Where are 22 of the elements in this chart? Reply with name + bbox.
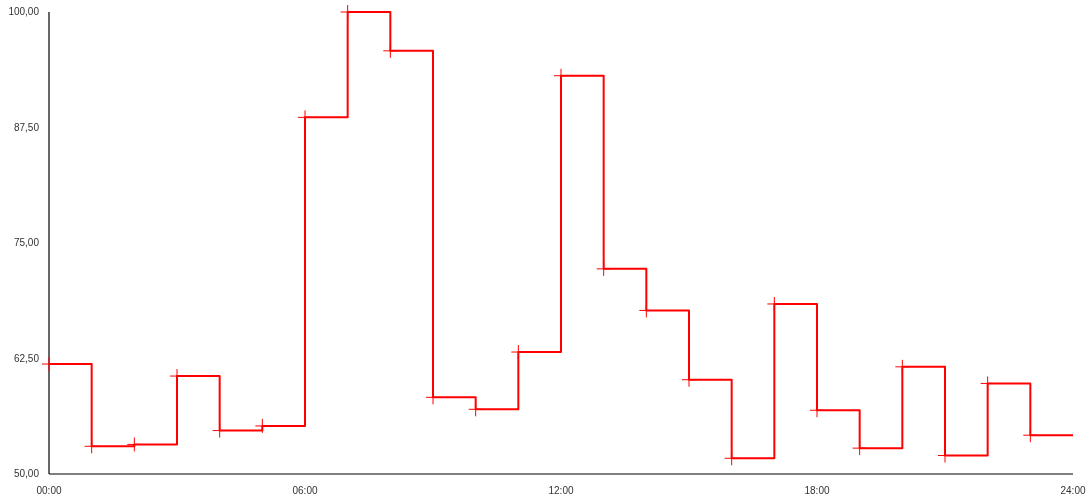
point xyxy=(596,261,612,277)
point xyxy=(894,359,910,375)
x-tick-label: 12:00 xyxy=(548,485,574,496)
y-tick-label: 87,50 xyxy=(13,121,40,133)
y-tick-label: 100,00 xyxy=(8,6,40,18)
x-tick-label: 06:00 xyxy=(292,485,318,496)
point xyxy=(1022,427,1038,443)
point xyxy=(468,401,484,417)
x-tick-label: 24:00 xyxy=(1060,485,1086,496)
point xyxy=(852,440,868,456)
point xyxy=(980,375,996,391)
y-tick-label: 75,00 xyxy=(13,237,40,249)
y-tick-label: 50,00 xyxy=(13,468,40,480)
point xyxy=(212,423,228,439)
point xyxy=(84,438,100,454)
point xyxy=(724,450,740,466)
y-tick-label: 62,50 xyxy=(13,352,40,364)
point xyxy=(126,436,142,452)
x-tick-label: 00:00 xyxy=(36,485,62,496)
point xyxy=(638,302,654,318)
x-tick-label: 18:00 xyxy=(804,485,830,496)
point xyxy=(382,43,398,59)
